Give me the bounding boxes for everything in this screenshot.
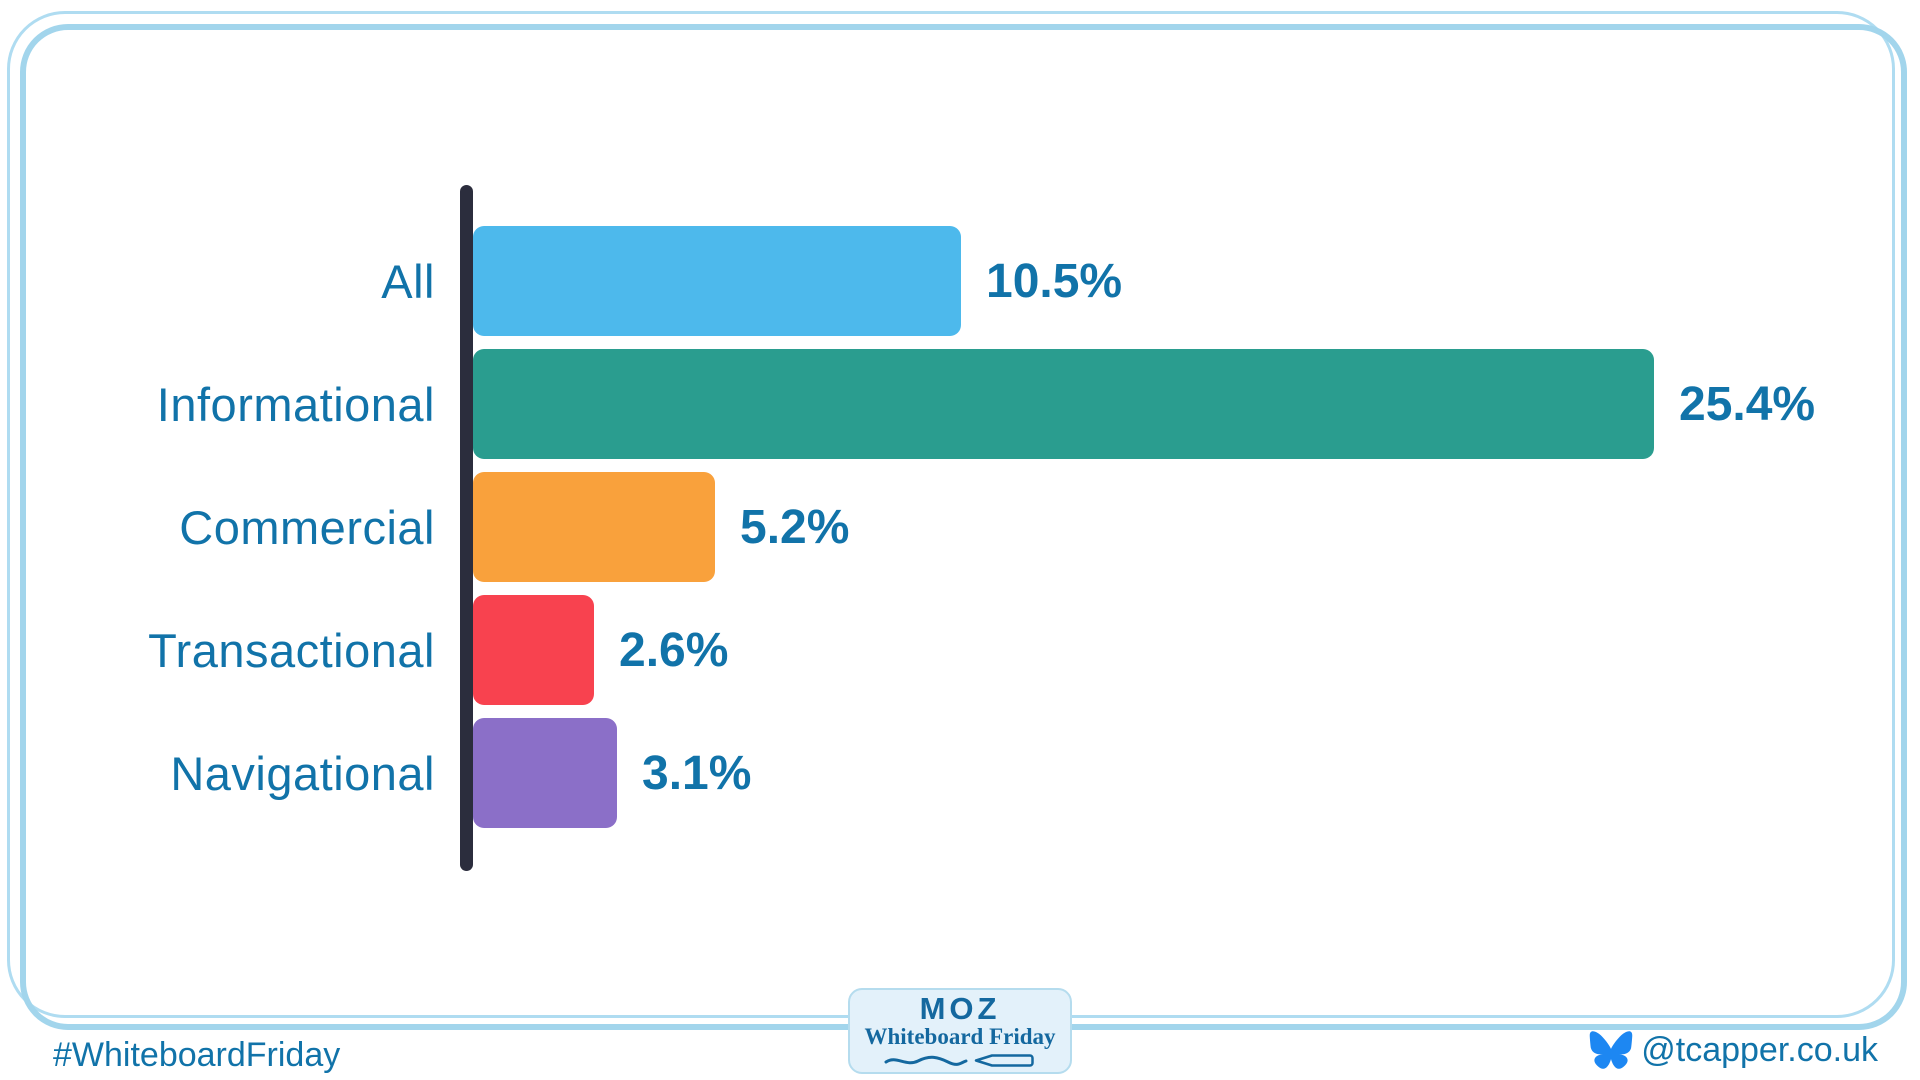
hashtag-label: #WhiteboardFriday [53, 1036, 341, 1074]
bar-transactional [473, 595, 594, 705]
badge-series-label: Whiteboard Friday [864, 1023, 1056, 1049]
value-label: 2.6% [619, 623, 729, 677]
category-label: Transactional [148, 623, 435, 677]
value-label: 5.2% [740, 500, 850, 554]
chart-row-navigational: Navigational 3.1% [0, 718, 1920, 828]
value-label: 25.4% [1679, 377, 1816, 431]
chart-row-commercial: Commercial 5.2% [0, 472, 1920, 582]
bar-informational [473, 349, 1654, 459]
category-label: Informational [156, 377, 435, 431]
social-handle: @tcapper.co.uk [1589, 1030, 1878, 1070]
chart-row-informational: Informational 25.4% [0, 349, 1920, 459]
bluesky-butterfly-icon [1589, 1031, 1633, 1069]
marker-doodle-icon [884, 1053, 1034, 1067]
bar-commercial [473, 472, 715, 582]
bar-navigational [473, 718, 617, 828]
chart-row-transactional: Transactional 2.6% [0, 595, 1920, 705]
category-label: All [381, 254, 435, 308]
category-label: Commercial [179, 500, 435, 554]
y-axis-line [460, 185, 473, 871]
moz-logo: MOZ [919, 990, 1001, 1026]
value-label: 3.1% [642, 746, 752, 800]
value-label: 10.5% [986, 254, 1123, 308]
category-label: Navigational [170, 746, 435, 800]
moz-whiteboard-friday-badge: MOZ Whiteboard Friday [848, 988, 1072, 1074]
handle-label: @tcapper.co.uk [1641, 1030, 1878, 1069]
chart-row-all: All 10.5% [0, 226, 1920, 336]
chart-rows: All 10.5% Informational 25.4% Commercial… [0, 226, 1920, 828]
bar-all [473, 226, 961, 336]
